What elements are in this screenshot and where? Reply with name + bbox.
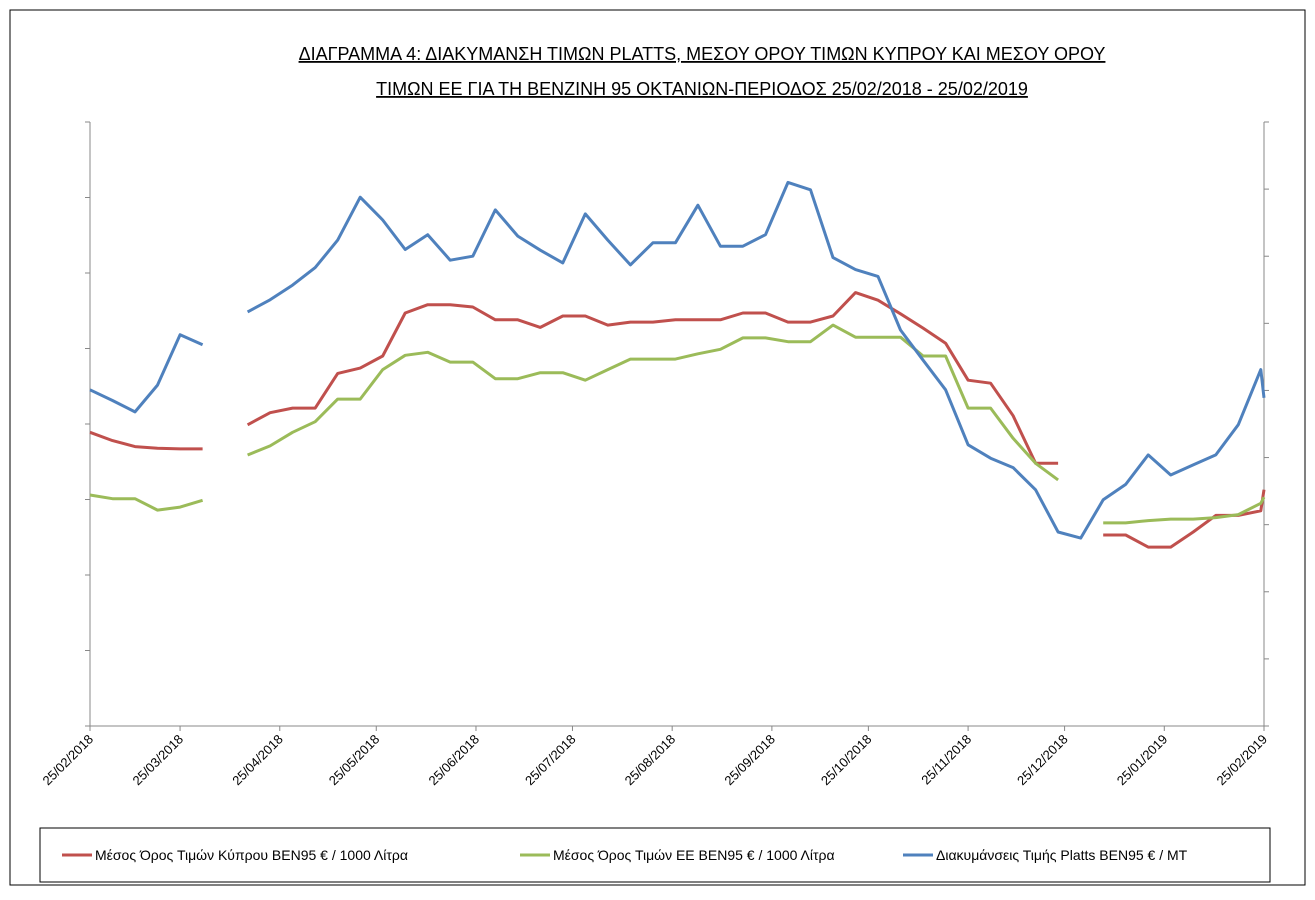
chart-border	[9, 9, 1306, 886]
legend-box	[39, 827, 1271, 883]
series-line	[89, 291, 1266, 549]
legend-label: Μέσος Όρος Τιμών Κύπρου ΒΕΝ95 € / 1000 Λ…	[95, 847, 408, 863]
legend-label: Διακυμάνσεις Τιμής Platts ΒΕΝ95 € / ΜΤ	[936, 847, 1188, 863]
chart-title: ΔΙΑΓΡΑΜΜΑ 4: ΔΙΑΚΥΜΑΝΣΗ ΤΙΜΩΝ PLATTS, ΜΕ…	[299, 44, 1106, 64]
chart-title: ΤΙΜΩΝ ΕΕ ΓΙΑ ΤΗ ΒΕΝΖΙΝΗ 95 ΟΚΤΑΝΙΩΝ-ΠΕΡΙ…	[376, 79, 1028, 99]
series-line	[89, 180, 1266, 540]
series-line	[89, 323, 1266, 525]
legend-label: Μέσος Όρος Τιμών ΕΕ ΒΕΝ95 € / 1000 Λίτρα	[553, 847, 835, 863]
